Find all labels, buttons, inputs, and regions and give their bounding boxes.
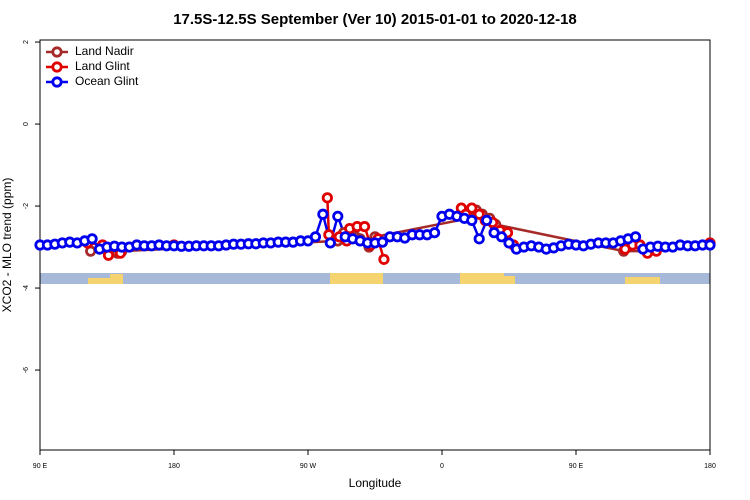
x-tick-label: 180 xyxy=(704,463,716,470)
y-tick-label: 0 xyxy=(23,122,30,126)
legend-label: Land Nadir xyxy=(75,44,134,58)
y-tick-label: -4 xyxy=(23,285,30,291)
data-point xyxy=(376,236,389,248)
x-tick-label: 90 W xyxy=(300,463,317,470)
data-point xyxy=(503,237,515,249)
y-tick-label: 2 xyxy=(23,40,30,44)
data-point xyxy=(358,220,371,233)
legend-label: Ocean Glint xyxy=(75,74,139,88)
data-point xyxy=(378,253,390,265)
legend-marker xyxy=(51,61,63,73)
x-tick-label: 180 xyxy=(168,463,180,470)
land-patch xyxy=(330,273,383,284)
data-point xyxy=(481,214,493,226)
land-patch xyxy=(625,277,660,284)
data-point xyxy=(466,214,478,226)
data-point xyxy=(473,233,485,245)
x-tick-label: 90 E xyxy=(33,463,48,470)
data-point xyxy=(428,227,441,239)
data-point xyxy=(86,233,98,245)
legend-marker xyxy=(51,46,63,58)
y-tick-label: -2 xyxy=(23,203,30,209)
x-tick-label: 0 xyxy=(440,463,444,470)
data-point xyxy=(309,231,322,243)
data-point xyxy=(466,202,478,214)
data-point xyxy=(704,239,716,251)
legend-marker xyxy=(51,76,63,88)
y-tick-label: -6 xyxy=(23,367,30,373)
x-axis-label: Longitude xyxy=(349,476,402,490)
land-patch xyxy=(88,278,110,284)
x-tick-label: 90 E xyxy=(569,463,584,470)
land-mask xyxy=(40,273,710,284)
data-point xyxy=(495,231,508,243)
chart-title: 17.5S-12.5S September (Ver 10) 2015-01-0… xyxy=(173,11,577,28)
land-patch xyxy=(460,273,504,284)
data-point xyxy=(332,210,344,222)
data-point xyxy=(321,192,333,204)
land-patch xyxy=(110,274,123,284)
legend-label: Land Glint xyxy=(75,59,130,73)
data-point xyxy=(324,237,336,249)
y-axis-label: XCO2 - MLO trend (ppm) xyxy=(0,178,14,313)
data-point xyxy=(629,231,642,243)
data-point xyxy=(317,208,329,220)
land-patch xyxy=(504,276,515,284)
